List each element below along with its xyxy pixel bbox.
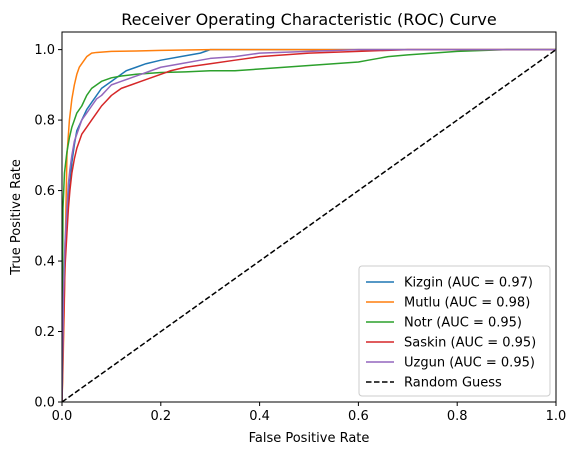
y-axis-label: True Positive Rate (9, 159, 24, 276)
legend-label-5: Random Guess (404, 376, 502, 391)
y-tick-label: 1.0 (34, 43, 55, 58)
y-tick-label: 0.4 (34, 255, 55, 270)
legend-label-1: Mutlu (AUC = 0.98) (404, 296, 530, 311)
series-line-4 (62, 48, 556, 402)
y-tick-label: 0.0 (34, 396, 55, 411)
legend: Kizgin (AUC = 0.97) Mutlu (AUC = 0.98) Not… (358, 265, 551, 397)
legend-items: Kizgin (AUC = 0.97) Mutlu (AUC = 0.98) Not… (366, 276, 536, 391)
y-axis: 0.0 0.2 0.4 0.6 0.8 1.0 (34, 43, 62, 411)
x-tick-label: 1.0 (546, 409, 567, 424)
series-line-1 (62, 48, 556, 402)
series-line-2 (62, 48, 556, 402)
x-axis-label: False Positive Rate (249, 431, 370, 446)
y-tick-label: 0.2 (34, 325, 55, 340)
x-tick-label: 0.8 (447, 409, 468, 424)
x-tick-label: 0.6 (348, 409, 369, 424)
legend-box (358, 265, 551, 397)
series-line-3 (62, 48, 556, 402)
legend-label-0: Kizgin (AUC = 0.97) (404, 276, 533, 291)
legend-label-4: Uzgun (AUC = 0.95) (404, 356, 535, 371)
x-tick-label: 0.0 (52, 409, 73, 424)
legend-label-2: Notr (AUC = 0.95) (404, 316, 522, 331)
chart-title: Receiver Operating Characteristic (ROC) … (121, 10, 496, 29)
x-tick-label: 0.4 (249, 409, 270, 424)
axes-frame (61, 31, 557, 403)
x-tick-label: 0.2 (150, 409, 171, 424)
y-tick-label: 0.8 (34, 114, 55, 129)
legend-label-3: Saskin (AUC = 0.95) (404, 336, 536, 351)
series-layer (62, 48, 556, 402)
y-tick-label: 0.6 (34, 184, 55, 199)
series-line-5 (62, 49, 556, 402)
x-axis: 0.0 0.2 0.4 0.6 0.8 1.0 (52, 402, 567, 424)
plot-area (61, 31, 557, 403)
